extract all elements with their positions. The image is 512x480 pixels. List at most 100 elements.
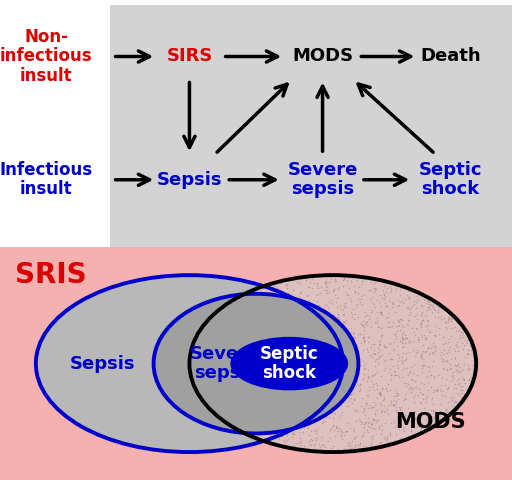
Point	[280, 326, 288, 334]
Point	[456, 367, 464, 374]
Point	[365, 418, 373, 425]
Point	[363, 377, 371, 384]
Point	[376, 324, 385, 332]
Point	[300, 380, 308, 388]
Point	[353, 276, 361, 283]
Point	[264, 409, 272, 417]
Point	[351, 434, 359, 442]
Point	[305, 297, 313, 305]
Point	[267, 322, 275, 329]
Point	[213, 378, 221, 385]
Point	[324, 360, 332, 368]
Point	[238, 319, 246, 326]
Point	[240, 407, 248, 415]
Point	[447, 377, 456, 385]
Text: Non-
infectious
insult: Non- infectious insult	[0, 28, 92, 85]
Point	[440, 357, 448, 364]
Point	[250, 290, 258, 298]
Point	[471, 361, 479, 369]
Point	[227, 399, 235, 407]
Point	[342, 303, 350, 311]
Point	[267, 331, 275, 338]
Point	[311, 427, 319, 435]
Point	[459, 367, 467, 374]
Point	[280, 412, 288, 420]
Point	[228, 396, 236, 403]
Point	[366, 295, 374, 303]
Point	[318, 326, 326, 334]
Point	[208, 351, 216, 359]
Point	[422, 392, 431, 400]
Point	[301, 370, 309, 377]
Point	[380, 433, 388, 441]
Point	[268, 366, 276, 373]
Point	[283, 384, 291, 392]
Point	[320, 403, 328, 411]
Point	[247, 408, 255, 416]
Point	[453, 315, 461, 323]
Point	[209, 382, 218, 390]
Point	[359, 370, 368, 377]
Point	[241, 357, 249, 365]
Point	[330, 350, 338, 358]
Point	[471, 354, 479, 361]
Point	[442, 357, 451, 364]
Point	[241, 403, 249, 410]
Point	[461, 353, 469, 360]
Point	[398, 338, 407, 346]
Point	[207, 358, 216, 366]
Point	[230, 319, 238, 327]
Point	[357, 339, 365, 347]
Point	[287, 341, 295, 348]
Point	[424, 303, 432, 311]
Point	[309, 382, 317, 390]
Point	[389, 300, 397, 308]
Point	[423, 325, 431, 333]
Point	[361, 312, 370, 320]
Point	[294, 345, 303, 352]
Point	[298, 321, 306, 329]
Point	[436, 351, 444, 359]
Point	[392, 322, 400, 330]
Point	[355, 386, 364, 394]
Point	[296, 397, 305, 405]
Point	[373, 355, 381, 363]
Point	[285, 309, 293, 316]
Point	[373, 319, 381, 327]
Point	[229, 311, 237, 319]
Point	[346, 424, 354, 432]
Point	[349, 389, 357, 396]
Point	[219, 310, 227, 317]
Point	[290, 442, 298, 449]
Point	[322, 286, 330, 294]
Point	[418, 311, 426, 318]
Point	[261, 429, 269, 437]
Point	[386, 355, 394, 363]
Point	[303, 417, 311, 425]
Point	[329, 287, 337, 295]
Point	[325, 386, 333, 394]
Point	[323, 372, 331, 380]
Point	[203, 386, 211, 394]
Point	[389, 363, 397, 371]
Point	[290, 387, 298, 395]
Point	[323, 289, 331, 297]
Point	[350, 434, 358, 442]
Point	[241, 291, 249, 299]
Point	[368, 435, 376, 443]
Point	[434, 313, 442, 321]
Point	[242, 390, 250, 397]
Point	[309, 337, 317, 345]
Point	[419, 331, 428, 339]
Point	[273, 291, 281, 299]
Point	[280, 292, 288, 300]
Point	[231, 405, 239, 412]
Point	[249, 345, 257, 352]
Point	[311, 399, 319, 407]
Point	[383, 319, 392, 326]
Text: Septic
shock: Septic shock	[260, 345, 318, 382]
Point	[393, 327, 401, 335]
Point	[340, 379, 348, 386]
Point	[306, 352, 314, 360]
Point	[298, 296, 306, 303]
